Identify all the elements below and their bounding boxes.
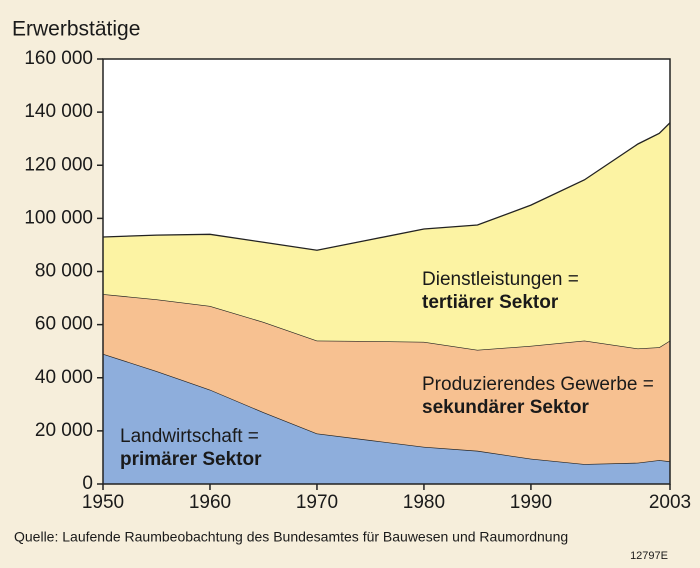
y-tick-label: 100 000 — [24, 207, 93, 228]
series-label: Produzierendes Gewerbe = — [422, 374, 654, 395]
area — [103, 294, 670, 465]
y-tick-label: 80 000 — [35, 261, 93, 282]
series-sector: primärer Sektor — [120, 449, 262, 470]
x-tick-label: 1950 — [82, 492, 124, 513]
x-tick-label: 1960 — [189, 492, 231, 513]
series-label: Dienstleistungen = — [422, 269, 579, 290]
y-tick-label: 160 000 — [24, 48, 93, 69]
area — [103, 353, 670, 484]
series-sector: tertiärer Sektor — [422, 292, 559, 313]
y-tick-label: 140 000 — [24, 101, 93, 122]
series-sector: sekundärer Sektor — [422, 397, 589, 418]
area — [103, 122, 670, 350]
x-tick-label: 1990 — [510, 492, 552, 513]
x-tick-label: 1980 — [403, 492, 445, 513]
x-tick-label: 2003 — [649, 492, 691, 513]
x-tick-label: 1970 — [296, 492, 338, 513]
source: Quelle: Laufende Raumbeobachtung des Bun… — [14, 529, 568, 545]
y-tick-label: 20 000 — [35, 420, 93, 441]
y-tick-label: 60 000 — [35, 314, 93, 335]
y-tick-label: 120 000 — [24, 154, 93, 175]
y-tick-label: 0 — [82, 473, 93, 494]
series-label: Landwirtschaft = — [120, 426, 259, 447]
code: 12797E — [630, 550, 668, 562]
area-edge — [102, 122, 671, 251]
chart-title: Erwerbstätige — [12, 18, 140, 41]
y-tick-label: 40 000 — [35, 367, 93, 388]
